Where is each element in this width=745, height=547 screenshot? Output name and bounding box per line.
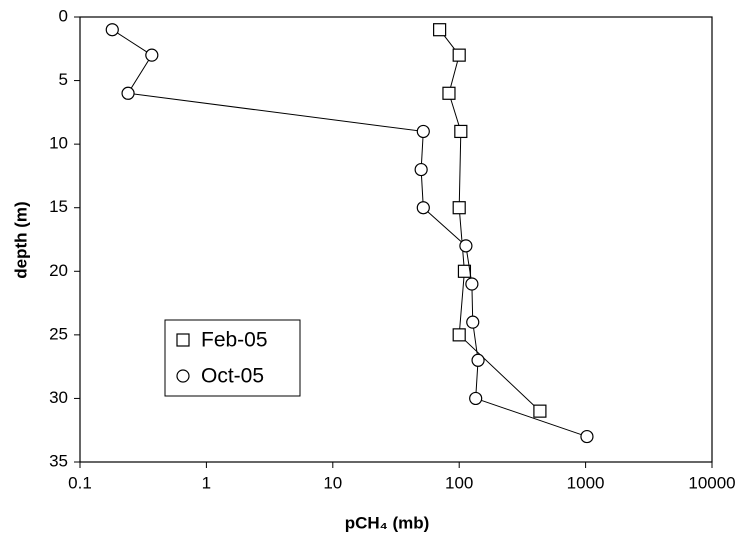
y-tick-label: 25 <box>49 324 68 343</box>
marker <box>121 86 135 100</box>
y-tick-label: 5 <box>59 70 68 89</box>
x-tick-label: 10000 <box>688 473 735 492</box>
marker <box>466 315 480 329</box>
y-tick-label: 30 <box>49 388 68 407</box>
y-tick-label: 20 <box>49 261 68 280</box>
legend-marker <box>176 333 190 347</box>
legend-label: Feb-05 <box>201 329 268 352</box>
marker <box>414 162 428 177</box>
y-tick-label: 15 <box>49 197 68 216</box>
marker <box>105 23 119 37</box>
y-tick-label: 35 <box>49 451 68 470</box>
marker <box>459 239 473 253</box>
x-axis-label: pCH₄ (mb) <box>345 513 430 532</box>
marker <box>471 353 485 367</box>
legend-box <box>164 319 301 397</box>
y-axis-label: depth (m) <box>11 201 30 278</box>
marker <box>442 86 456 100</box>
y-tick-label: 0 <box>59 6 68 25</box>
y-tick-label: 10 <box>49 134 68 153</box>
legend-label: Oct-05 <box>201 365 264 388</box>
marker <box>533 404 547 418</box>
marker <box>452 328 466 342</box>
x-tick-label: 0.1 <box>68 473 92 492</box>
x-tick-label: 1 <box>202 473 211 492</box>
marker <box>416 201 430 215</box>
legend-marker <box>176 369 190 383</box>
x-tick-label: 10 <box>323 473 342 492</box>
marker <box>145 48 159 62</box>
x-tick-label: 100 <box>445 473 473 492</box>
marker <box>469 391 483 406</box>
plot-frame <box>79 16 713 463</box>
x-tick-label: 1000 <box>567 473 605 492</box>
marker <box>457 264 472 278</box>
marker <box>433 23 447 37</box>
marker <box>452 48 466 62</box>
marker <box>416 124 430 139</box>
marker <box>465 277 479 291</box>
marker <box>580 429 594 444</box>
marker <box>452 201 466 215</box>
marker <box>454 124 468 139</box>
